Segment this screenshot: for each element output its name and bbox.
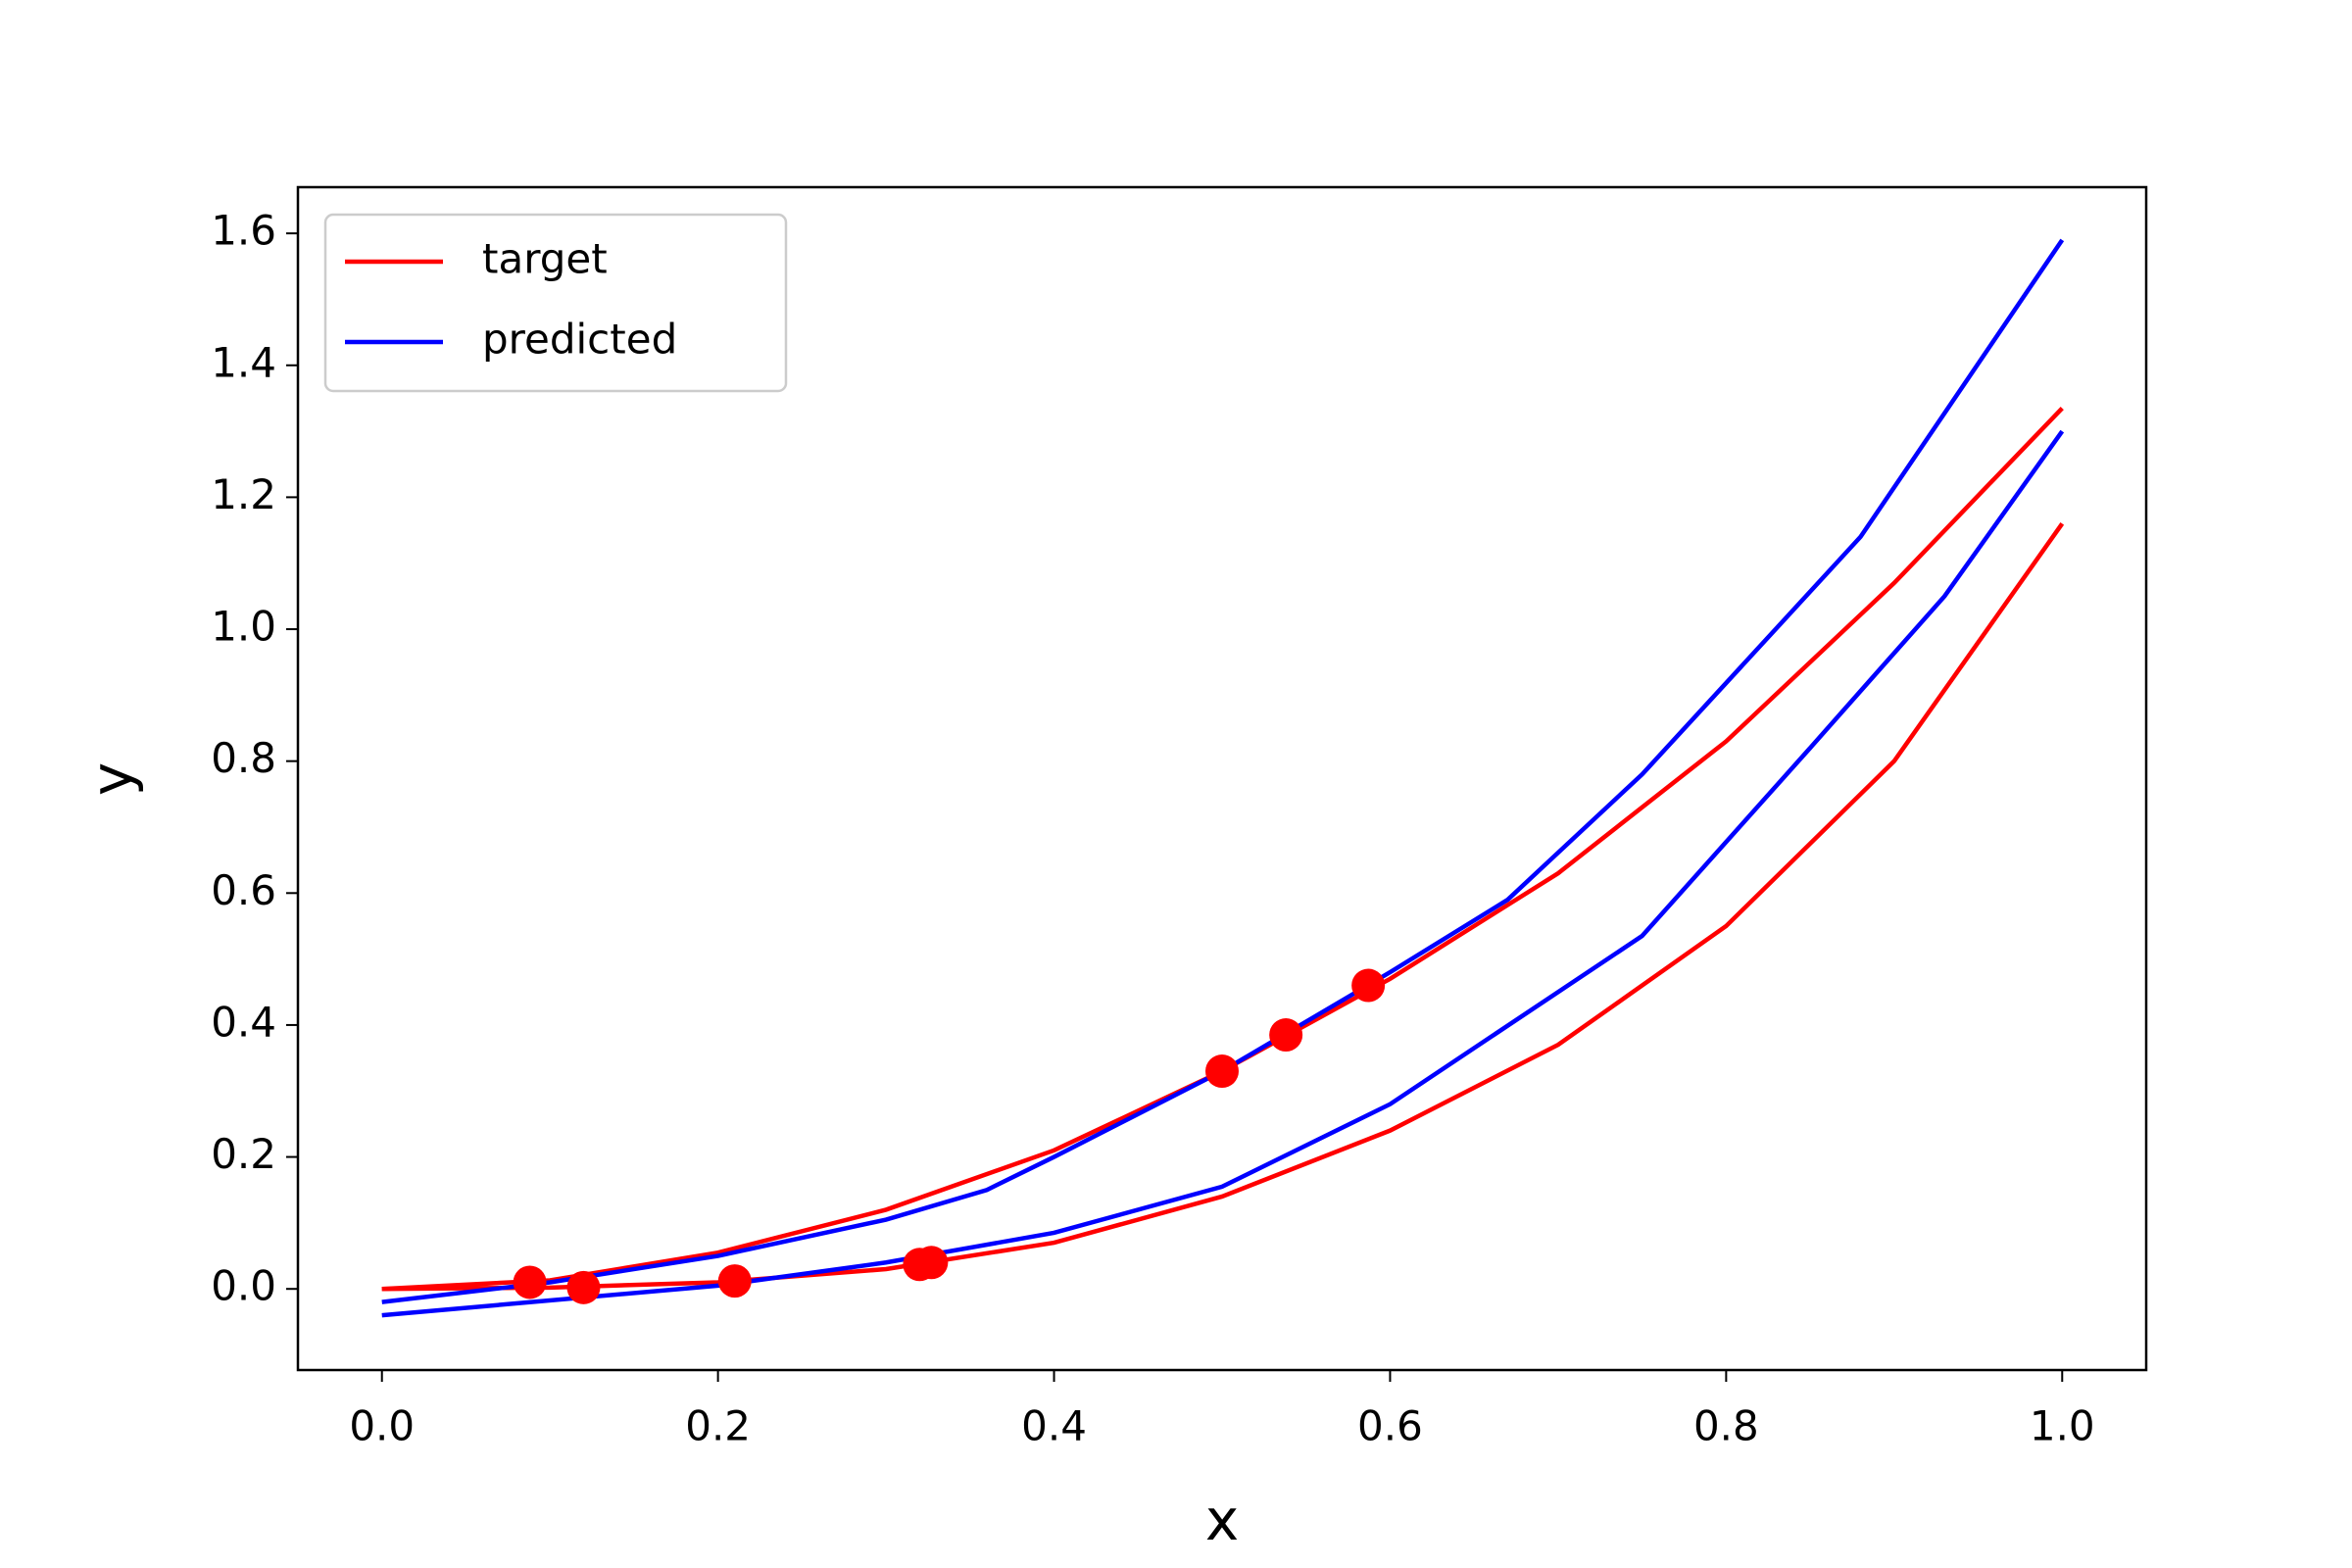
legend-box [323,213,788,393]
x-axis-label: x [1205,1487,1239,1553]
series-line [381,238,2065,1304]
data-point [566,1270,601,1304]
y-tick-label: 1.4 [211,338,276,386]
y-axis-label: y [78,762,145,796]
y-tick-label: 0.2 [211,1130,276,1178]
x-tick-label: 0.2 [685,1402,751,1450]
y-tick-label: 0.8 [211,734,276,782]
y-tick-label: 1.6 [211,207,276,255]
series-line [381,429,2065,1318]
data-point [914,1246,949,1280]
legend-label: predicted [482,316,677,364]
x-tick-label: 0.8 [1693,1402,1759,1450]
legend-label: target [482,235,608,283]
data-point [513,1265,547,1299]
plot-frame [296,185,2148,1372]
series-line [381,522,2065,1292]
x-tick-label: 0.0 [349,1402,415,1450]
data-point [1351,968,1386,1003]
data-point [717,1264,752,1298]
x-tick-label: 0.6 [1357,1402,1423,1450]
x-tick-label: 1.0 [2030,1402,2095,1450]
y-tick-label: 0.4 [211,998,276,1046]
data-point [1205,1054,1239,1089]
y-tick-label: 1.2 [211,470,276,518]
x-tick-label: 0.4 [1021,1402,1087,1450]
y-tick-label: 1.0 [211,603,276,651]
y-tick-label: 0.0 [211,1262,276,1310]
data-point [1269,1018,1303,1053]
y-tick-label: 0.6 [211,866,276,914]
